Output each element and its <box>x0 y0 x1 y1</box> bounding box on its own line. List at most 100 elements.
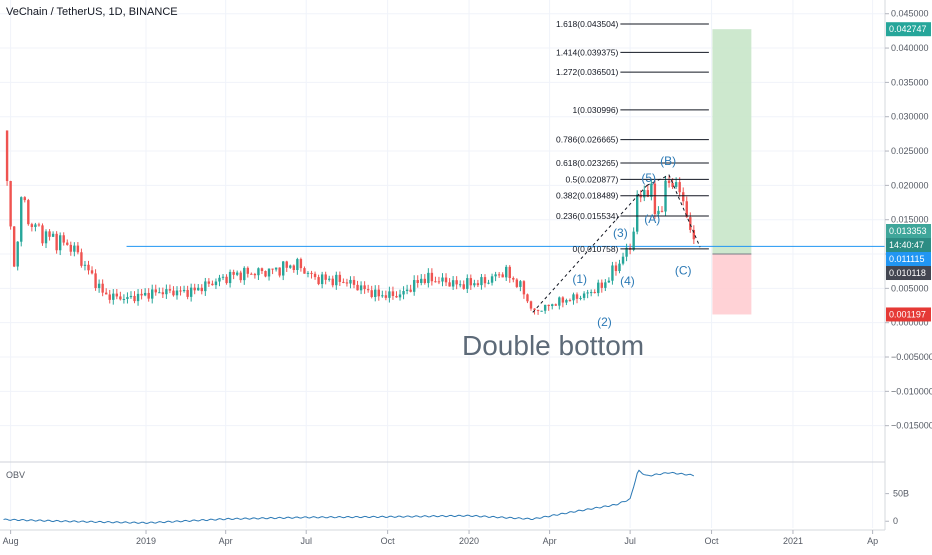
candle-body <box>58 235 62 251</box>
candle-body <box>218 277 221 282</box>
candle-body <box>490 276 494 283</box>
candle-body <box>133 295 136 302</box>
candle-body <box>469 278 473 286</box>
candle-body <box>377 289 380 297</box>
fibonacci-extension[interactable]: 1.618(0.043504) 1.414(0.039375) 1.272(0.03… <box>556 19 709 254</box>
x-tick-label: 2019 <box>136 536 156 546</box>
wave-label: (C) <box>675 264 692 278</box>
y-tick-label: 0.020000 <box>891 180 929 190</box>
candle-body <box>342 281 345 283</box>
candle-body <box>207 281 211 284</box>
candle-body <box>112 293 115 300</box>
candle-body <box>462 284 465 289</box>
fib-level-label: 1(0.030996) <box>573 105 619 115</box>
candle-body <box>154 289 157 293</box>
y-tick-label: 0.035000 <box>891 77 929 87</box>
candle-body <box>646 190 650 197</box>
position-stop-zone <box>712 254 752 315</box>
candle-body <box>621 256 625 264</box>
wave-path <box>646 174 701 248</box>
candle-body <box>335 274 338 286</box>
candle-body <box>257 268 260 276</box>
candle-body <box>572 294 575 301</box>
double-bottom-annotation[interactable]: Double bottom <box>462 330 644 361</box>
candle-body <box>494 274 497 277</box>
y-tick-label: −0.005000 <box>891 352 932 362</box>
candle-body <box>105 292 108 295</box>
candle-body <box>221 276 225 278</box>
wave-label: (B) <box>660 154 676 168</box>
candle-body <box>23 197 26 201</box>
candle-body <box>437 281 441 283</box>
price-badge-label: 0.011115 <box>889 254 925 264</box>
candle-body <box>448 282 451 287</box>
candle-body <box>650 183 653 197</box>
x-tick-label: Apr <box>219 536 233 546</box>
price-badge-label: 14:40:47 <box>889 240 924 250</box>
y-tick-label: 0.040000 <box>891 43 929 53</box>
y-tick-label: −0.010000 <box>891 386 932 396</box>
candle-body <box>289 265 292 268</box>
candle-body <box>643 190 646 198</box>
obv-tick-label: 0 <box>893 516 898 526</box>
candle-body <box>430 272 434 282</box>
time-axis[interactable]: Aug 2019 Apr Jul Oct 2020 Apr Jul Oct 2021 Ap <box>0 529 885 546</box>
candle-body <box>51 233 55 237</box>
candle-body <box>568 300 572 302</box>
candle-body <box>522 281 526 295</box>
candle-body <box>395 295 398 298</box>
candle-body <box>66 242 69 245</box>
candle-body <box>558 297 561 306</box>
candle-body <box>16 241 19 267</box>
fib-level-label: 0.236(0.015534) <box>556 211 619 221</box>
candle-body <box>586 292 589 294</box>
candle-body <box>282 261 285 276</box>
candle-body <box>374 289 377 297</box>
candle-body <box>515 279 519 287</box>
x-tick-label: Jul <box>300 536 312 546</box>
candle-body <box>579 297 582 299</box>
candle-body <box>607 280 611 283</box>
candle-body <box>349 279 352 284</box>
candle-body <box>653 183 657 215</box>
candle-body <box>667 180 671 183</box>
candle-body <box>345 282 349 284</box>
price-badge <box>886 307 931 322</box>
candle-body <box>186 289 189 297</box>
candle-body <box>618 263 621 272</box>
elliott-waves[interactable]: (1) (2) (3) (4) (5) (A) (B) (C) <box>532 154 701 329</box>
candle-body <box>140 293 143 296</box>
candle-body <box>264 271 267 277</box>
candle-body <box>101 283 104 293</box>
candle-body <box>90 270 94 274</box>
candle-body <box>243 267 246 281</box>
candle-body <box>391 291 395 296</box>
candle-body <box>476 283 480 286</box>
y-tick-label: −0.015000 <box>891 421 932 431</box>
wave-label: (A) <box>644 212 660 226</box>
candle-body <box>533 308 536 310</box>
candle-body <box>501 274 504 278</box>
candle-body <box>381 295 384 297</box>
candle-body <box>296 259 299 271</box>
candle-body <box>55 233 58 251</box>
price-badge <box>886 238 931 253</box>
candle-body <box>402 291 405 295</box>
candle-body <box>427 272 430 284</box>
candle-body <box>483 277 487 284</box>
y-tick-label: 0.015000 <box>891 215 929 225</box>
candle-body <box>551 304 554 307</box>
obv-line <box>3 469 695 525</box>
candle-body <box>306 272 310 274</box>
candle-body <box>147 292 150 299</box>
candle-body <box>317 277 320 285</box>
candle-body <box>412 280 416 292</box>
candle-body <box>158 292 161 294</box>
candle-body <box>420 278 423 283</box>
candle-body <box>235 272 239 275</box>
candle-body <box>175 290 179 296</box>
long-position-tool[interactable] <box>712 29 752 315</box>
candle-body <box>565 300 568 303</box>
candle-body <box>466 278 469 289</box>
